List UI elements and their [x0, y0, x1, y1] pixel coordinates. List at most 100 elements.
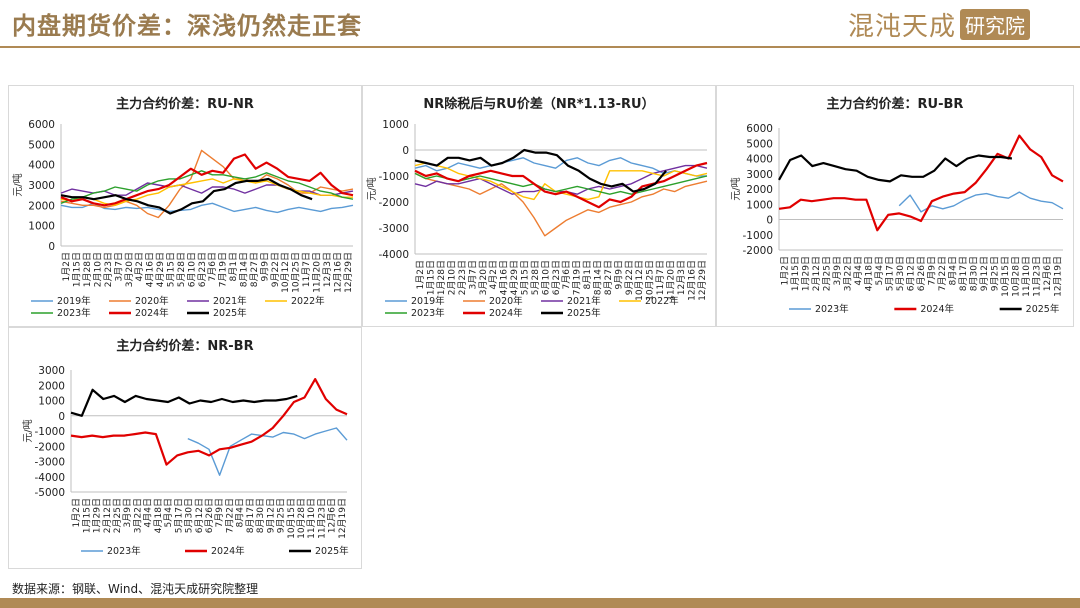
x-tick-label: 3月9日 [832, 256, 843, 285]
x-tick-label: 3月7日 [113, 252, 124, 281]
x-tick-label: 7月22日 [224, 498, 235, 533]
x-tick-label: 6月10日 [540, 260, 551, 295]
x-tick-label: 9月12日 [265, 498, 276, 533]
series-line-2024年 [60, 153, 354, 207]
x-tick-label: 4月2日 [134, 252, 145, 281]
y-tick-label: 1000 [746, 199, 773, 211]
legend-label: 2025年 [315, 545, 349, 557]
x-tick-label: 1月15日 [81, 498, 92, 533]
x-tick-label: 9月22日 [270, 252, 281, 287]
x-tick-label: 3月20日 [124, 252, 135, 287]
x-tick-label: 9月12日 [979, 256, 990, 291]
x-tick-label: 11月20日 [666, 260, 677, 301]
y-tick-label: -4000 [34, 472, 65, 484]
x-tick-label: 8月27日 [603, 260, 614, 295]
y-tick-label: -1000 [34, 426, 65, 438]
x-tick-label: 7月6日 [561, 260, 572, 289]
y-tick-label: 0 [58, 411, 65, 423]
y-axis-label: 元/吨 [729, 177, 742, 200]
legend-label: 2020年 [489, 295, 523, 307]
x-tick-label: 5月15日 [520, 260, 531, 295]
y-tick-label: 0 [402, 145, 409, 157]
y-tick-label: -1000 [378, 171, 409, 183]
x-tick-label: 11月7日 [655, 260, 666, 295]
series-line-2020年 [414, 172, 708, 237]
x-tick-label: 8月30日 [255, 498, 266, 533]
y-tick-label: 6000 [746, 123, 773, 135]
y-tick-label: 1000 [382, 119, 409, 131]
x-tick-label: 7月9日 [214, 498, 225, 527]
x-tick-label: 5月30日 [184, 498, 195, 533]
x-tick-label: 3月22日 [842, 256, 853, 291]
series-line-2020年 [60, 149, 354, 219]
x-tick-label: 8月14日 [593, 260, 604, 295]
series-line-2025年 [60, 177, 313, 215]
series-line-2023年 [414, 172, 708, 195]
series-line-2022年 [60, 178, 353, 207]
y-tick-label: 3000 [28, 180, 55, 192]
x-tick-label: 4月4日 [853, 256, 864, 285]
x-tick-label: 5月15日 [166, 252, 177, 287]
y-tick-label: 4000 [746, 154, 773, 166]
series-line-2019年 [60, 202, 354, 214]
legend-label: 2025年 [213, 307, 247, 319]
title-divider [0, 46, 1080, 48]
legend-label: 2023年 [815, 303, 849, 315]
y-tick-label: 5000 [28, 139, 55, 151]
y-tick-label: -3000 [378, 223, 409, 235]
x-tick-label: 12月19日 [1053, 256, 1064, 297]
legend-label: 2021年 [213, 295, 247, 307]
legend-label: 2019年 [411, 295, 445, 307]
series-line-2024年 [414, 161, 708, 209]
x-tick-label: 10月15日 [286, 498, 297, 539]
chart-svg-ru-nr: 主力合约价差：RU-NR 0 1000 2000 3000 4000 5000 6000 元/吨… [11, 96, 354, 319]
chart-title: 主力合约价差：NR-BR [116, 338, 253, 354]
y-tick-label: 6000 [28, 119, 55, 131]
x-tick-label: 1月2日 [71, 498, 82, 527]
y-tick-label: 5000 [746, 138, 773, 150]
x-tick-label: 8月27日 [249, 252, 260, 287]
x-tick-label: 6月26日 [204, 498, 215, 533]
y-axis-label: 元/吨 [21, 419, 34, 442]
chart-panel-nr-br: 主力合约价差：NR-BR -5000 -4000 -3000 -2000 -1000 0 10… [8, 327, 362, 569]
legend-label: 2023年 [107, 545, 141, 557]
x-tick-label: 5月30日 [895, 256, 906, 291]
legend-label: 2025年 [1026, 303, 1060, 315]
legend-label: 2022年 [291, 295, 325, 307]
x-tick-label: 8月17日 [245, 498, 256, 533]
y-tick-label: -3000 [34, 457, 65, 469]
data-source-note: 数据来源：钢联、Wind、混沌天成研究院整理 [12, 582, 259, 596]
x-tick-label: 6月10日 [186, 252, 197, 287]
x-tick-label: 11月23日 [1032, 256, 1043, 297]
x-tick-label: 12月16日 [332, 252, 343, 293]
x-tick-label: 6月26日 [916, 256, 927, 291]
x-tick-label: 9月22日 [624, 260, 635, 295]
legend-label: 2025年 [567, 307, 601, 319]
x-tick-label: 11月10日 [1021, 256, 1032, 297]
legend-label: 2020年 [135, 295, 169, 307]
legend-label: 2022年 [645, 295, 679, 307]
x-tick-label: 8月1日 [228, 252, 239, 281]
x-tick-label: 10月12日 [634, 260, 645, 301]
y-tick-label: 4000 [28, 160, 55, 172]
x-tick-label: 10月28日 [1011, 256, 1022, 297]
x-tick-label: 1月28日 [436, 260, 447, 295]
x-tick-label: 9月9日 [259, 252, 270, 281]
x-tick-label: 5月28日 [530, 260, 541, 295]
x-tick-label: 7月19日 [218, 252, 229, 287]
legend-label: 2024年 [211, 545, 245, 557]
x-tick-label: 12月3日 [322, 252, 333, 287]
x-tick-label: 5月4日 [163, 498, 174, 527]
x-tick-label: 4月16日 [499, 260, 510, 295]
y-axis-label: 元/吨 [365, 177, 378, 200]
series-line-2023年 [898, 191, 1064, 213]
x-tick-label: 4月29日 [509, 260, 520, 295]
x-tick-label: 1月29日 [92, 498, 103, 533]
y-tick-label: -4000 [378, 249, 409, 261]
y-tick-label: 3000 [746, 169, 773, 181]
legend-label: 2023年 [411, 307, 445, 319]
logo-wordmark: 混沌天成 [848, 11, 957, 42]
x-tick-label: 4月2日 [488, 260, 499, 289]
x-tick-label: 2月12日 [102, 498, 113, 533]
x-tick-label: 1月2日 [415, 260, 426, 289]
